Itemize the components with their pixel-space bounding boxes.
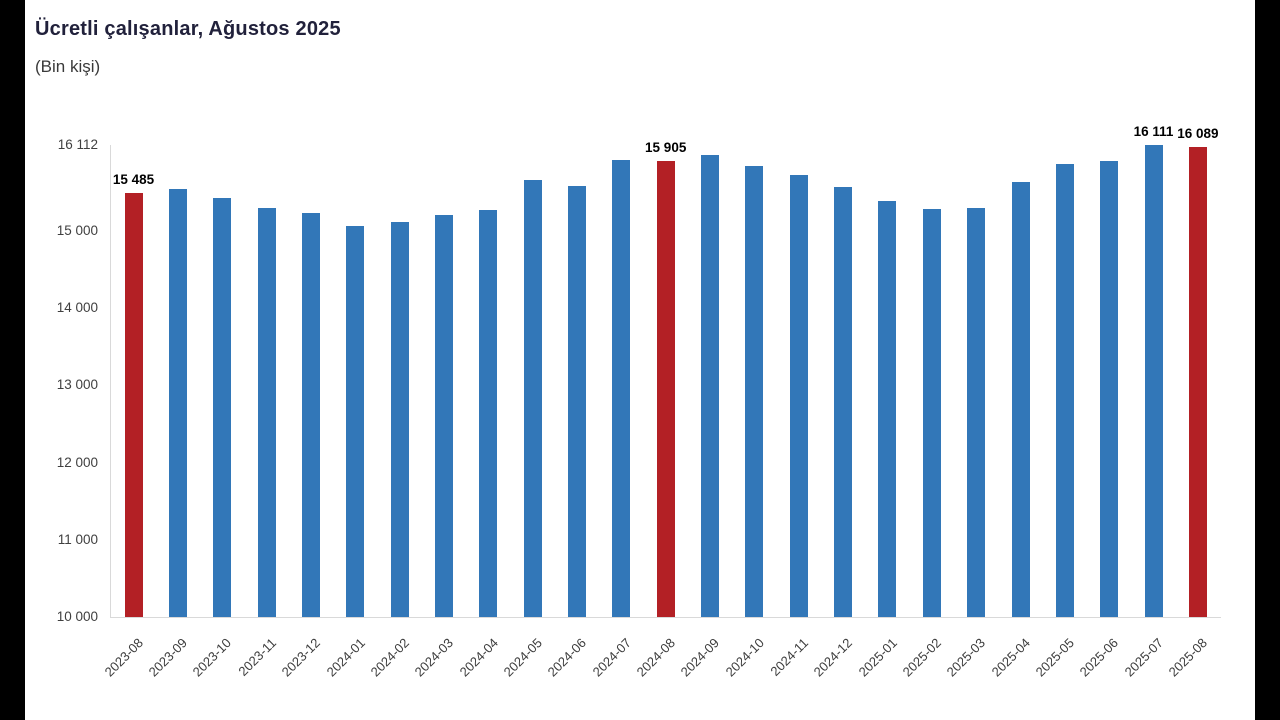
x-tick-label-2025-06: 2025-06 xyxy=(1077,635,1122,680)
y-tick-label: 10 000 xyxy=(56,609,98,624)
x-tick-label-2024-01: 2024-01 xyxy=(323,635,368,680)
x-tick-label-2025-03: 2025-03 xyxy=(944,635,989,680)
y-tick-label: 13 000 xyxy=(56,377,98,393)
y-tick-label: 15 000 xyxy=(56,222,98,238)
bar-2024-11[interactable] xyxy=(789,174,808,617)
y-tick-label: 11 000 xyxy=(57,531,98,547)
x-tick-label-2024-06: 2024-06 xyxy=(544,635,590,680)
x-tick-label-2023-08: 2023-08 xyxy=(101,635,146,680)
x-tick-label-2025-08: 2025-08 xyxy=(1165,635,1211,680)
y-tick-label: 14 000 xyxy=(56,300,98,316)
x-tick-label-2024-08: 2024-08 xyxy=(633,635,678,680)
x-tick-label-2024-03: 2024-03 xyxy=(411,635,457,680)
bar-2024-01[interactable] xyxy=(346,225,365,617)
chart-title: Ücretli çalışanlar, Ağustos 2025 xyxy=(35,18,341,40)
bar-value-label-2025-08: 16 089 xyxy=(1177,125,1219,141)
x-tick-label-2025-07: 2025-07 xyxy=(1121,635,1166,680)
bar-2024-12[interactable] xyxy=(834,186,853,617)
bar-2024-10[interactable] xyxy=(745,165,764,617)
x-tick-label-2024-02: 2024-02 xyxy=(367,635,412,680)
x-tick-label-2023-12: 2023-12 xyxy=(278,635,324,680)
x-tick-label-2025-04: 2025-04 xyxy=(988,635,1033,680)
bar-2024-04[interactable] xyxy=(479,210,498,617)
x-tick-label-2024-05: 2024-05 xyxy=(500,635,545,680)
chart-subtitle: (Bin kişi) xyxy=(35,57,101,76)
bar-2025-02[interactable] xyxy=(922,209,941,617)
x-tick-label-2023-10: 2023-10 xyxy=(190,635,235,680)
bar-value-label-2023-08: 15 485 xyxy=(112,172,155,188)
y-tick-label: 12 000 xyxy=(56,454,98,470)
plot-area: 16 112 15 000 14 000 13 000 12 000 11 000 10 0… xyxy=(25,0,1255,720)
x-tick-label-2025-02: 2025-02 xyxy=(899,635,945,680)
bar-2023-12[interactable] xyxy=(301,213,320,617)
bar-2024-07[interactable] xyxy=(612,160,631,617)
x-tick-label-2024-12: 2024-12 xyxy=(811,635,856,680)
x-tick-label-2025-05: 2025-05 xyxy=(1032,635,1078,680)
bar-2024-08[interactable] xyxy=(656,160,675,617)
bar-2023-10[interactable] xyxy=(213,198,232,617)
y-axis-line xyxy=(110,145,111,617)
x-tick-label-2024-09: 2024-09 xyxy=(678,635,723,680)
bar-2024-03[interactable] xyxy=(434,215,453,617)
x-tick-label-2023-09: 2023-09 xyxy=(145,635,191,680)
bar-2025-01[interactable] xyxy=(878,200,897,617)
x-axis-line xyxy=(110,617,1221,618)
bar-2024-06[interactable] xyxy=(568,186,586,617)
bar-2025-07[interactable] xyxy=(1144,145,1163,617)
bar-value-label-2024-08: 15 905 xyxy=(645,139,687,155)
bar-2023-08[interactable] xyxy=(124,193,143,617)
bar-2024-02[interactable] xyxy=(390,222,409,617)
x-tick-label-2024-07: 2024-07 xyxy=(589,635,634,680)
bar-2025-08[interactable] xyxy=(1188,146,1207,617)
bar-2025-04[interactable] xyxy=(1011,182,1030,617)
x-tick-label-2024-11: 2024-11 xyxy=(767,635,812,679)
x-tick-label-2023-11: 2023-11 xyxy=(235,635,279,679)
chart-canvas: Ücretli çalışanlar, Ağustos 2025 (Bin ki… xyxy=(25,0,1255,720)
bar-2024-05[interactable] xyxy=(523,179,542,617)
bar-2025-06[interactable] xyxy=(1100,161,1119,617)
x-tick-label-2024-04: 2024-04 xyxy=(456,635,501,680)
bar-2025-05[interactable] xyxy=(1055,163,1074,617)
x-tick-label-2025-01: 2025-01 xyxy=(855,635,900,680)
bar-2025-03[interactable] xyxy=(967,207,986,617)
y-tick-label: 16 112 xyxy=(57,137,98,152)
bar-2023-09[interactable] xyxy=(168,189,187,617)
bar-2023-11[interactable] xyxy=(257,208,276,617)
bar-value-label-2025-07: 16 111 xyxy=(1133,124,1174,140)
x-tick-label-2024-10: 2024-10 xyxy=(722,635,767,680)
bar-2024-09[interactable] xyxy=(701,154,720,617)
